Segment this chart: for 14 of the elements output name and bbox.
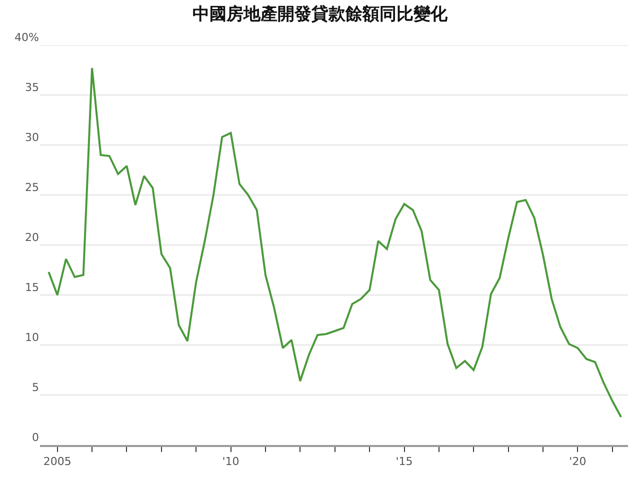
y-tick-label: 35 [25,81,39,94]
x-tick-label: '15 [396,455,413,468]
x-tick-label: 2005 [43,455,72,468]
y-tick-label: 0 [32,431,39,444]
y-tick-label: 5 [32,381,39,394]
y-tick-label: 10 [25,331,39,344]
y-tick-label: 20 [25,231,39,244]
x-tick-label: '10 [222,455,240,468]
x-tick-label: '20 [569,455,586,468]
y-tick-label: 30 [25,131,39,144]
y-tick-label: 25 [25,181,39,194]
y-tick-label: 40% [14,31,39,44]
chart-title: 中國房地產開發貸款餘額同比變化 [192,4,448,24]
y-tick-label: 15 [25,281,39,294]
